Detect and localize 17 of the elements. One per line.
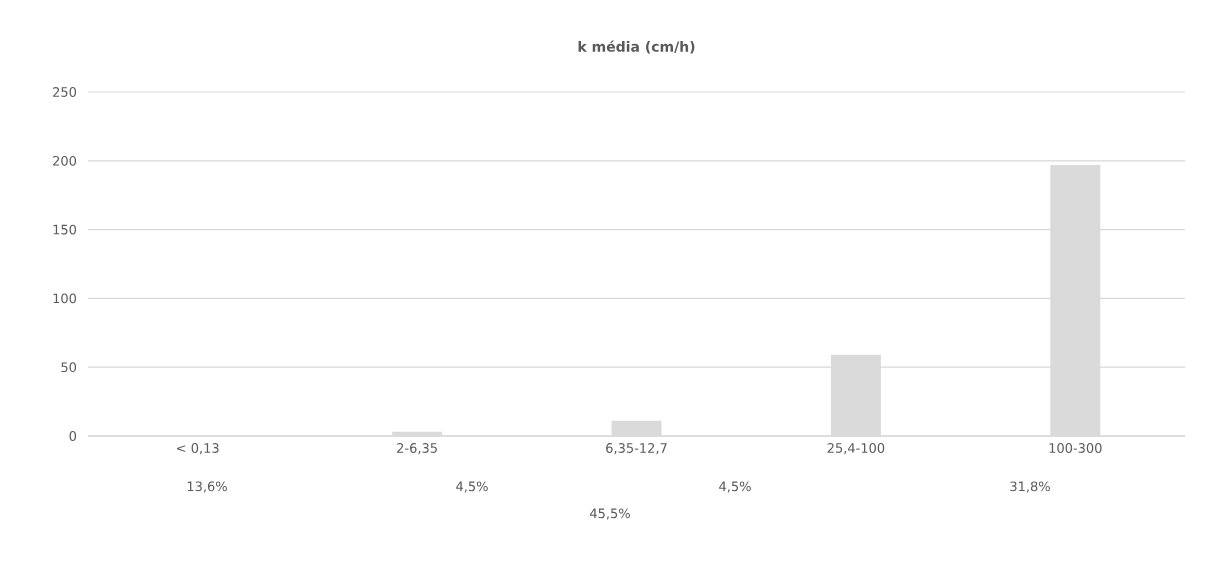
x-tick-label: < 0,13 [177,443,219,455]
text: 31,8% [1010,481,1050,493]
y-tick-label: 100 [53,293,77,304]
x-tick-label: 25,4-100 [827,443,885,455]
y-tick-label: 50 [61,362,77,373]
text: 4,5% [456,481,488,493]
x-tick-label: 6,35-12,7 [606,443,667,455]
text: 4,5% [719,481,751,493]
y-tick-label: 150 [53,224,77,235]
y-tick-label: 200 [53,155,77,166]
x-tick-label: 100-300 [1049,443,1102,453]
chart-title: k média (cm/h) [578,40,695,54]
y-tick-label: 0 [69,431,77,441]
text: 45,5% [589,508,630,520]
y-tick-label: 250 [53,87,77,97]
x-tick-label: 2-6,35 [397,443,437,455]
text: 13,6% [187,481,227,493]
